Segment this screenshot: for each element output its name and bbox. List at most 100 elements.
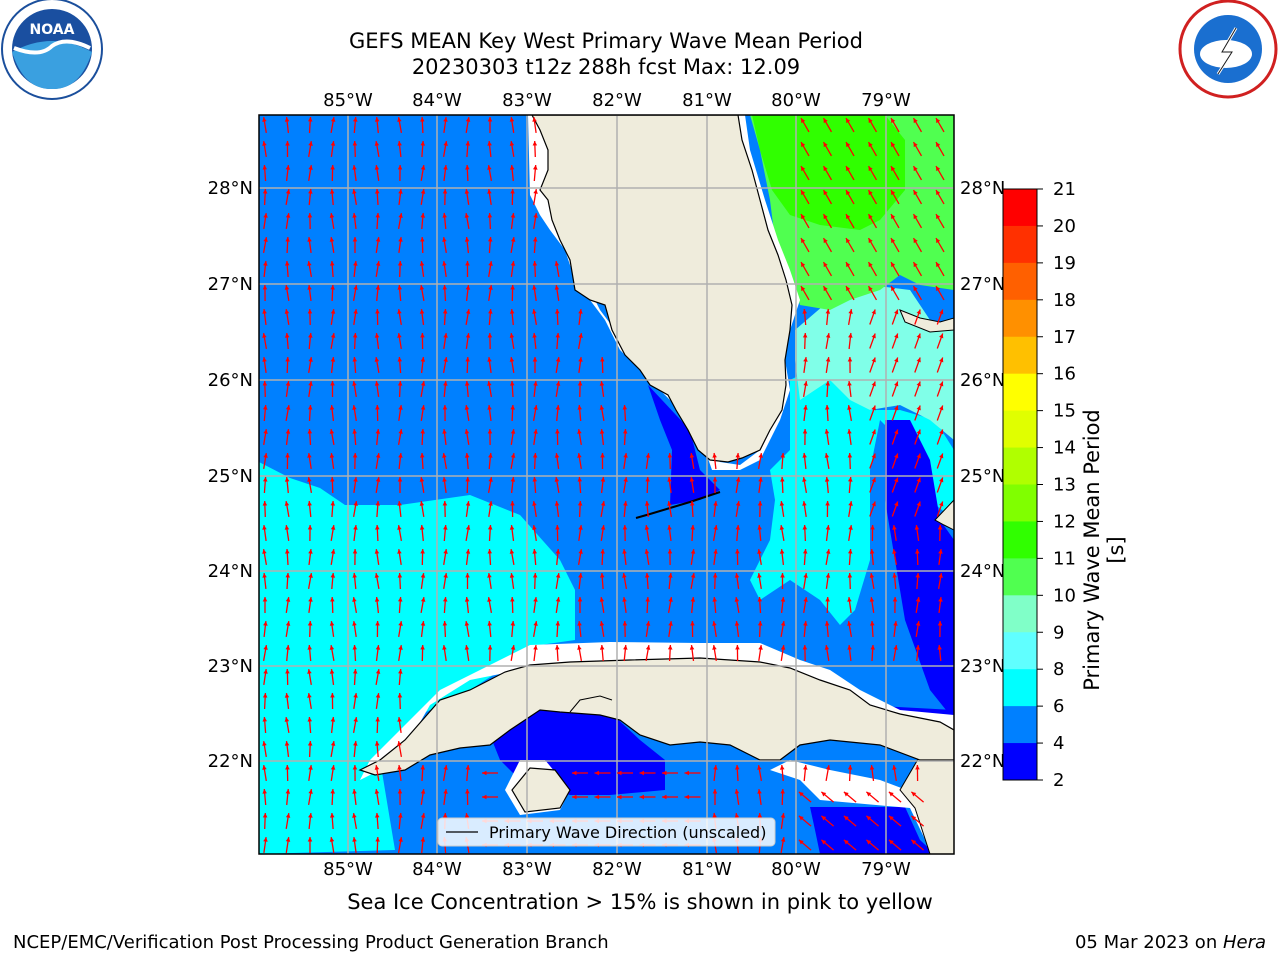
wave-arrow-head [617, 770, 622, 776]
wave-arrow-head [916, 309, 921, 315]
wave-arrow-head [735, 453, 740, 458]
wave-arrow-head [263, 477, 268, 482]
lat-label-left: 25°N [208, 466, 253, 487]
wave-arrow-head [825, 501, 830, 506]
wave-arrow-head [757, 525, 762, 530]
wave-arrow-head [263, 837, 268, 842]
wave-arrow-head [420, 765, 425, 770]
wave-arrow-head [465, 165, 470, 170]
colorbar-segment [1003, 299, 1037, 338]
wave-arrow-head [308, 813, 313, 818]
wave-arrow-head [284, 501, 290, 506]
wave-arrow-head [262, 357, 267, 362]
wave-arrow-head [329, 453, 335, 458]
wave-arrow-head [419, 525, 425, 530]
wave-arrow-head [487, 429, 493, 434]
wave-arrow-head [533, 621, 538, 626]
wave-arrow-head [509, 573, 515, 578]
colorbar-segment [1003, 669, 1037, 707]
wave-arrow-head [443, 789, 448, 794]
wave-arrow-head [780, 813, 786, 818]
wave-arrow-head [937, 645, 942, 650]
wave-arrow-head [690, 501, 695, 506]
wave-arrow-head [487, 645, 493, 650]
wave-arrow-head [263, 645, 268, 650]
wave-arrow-head [374, 741, 380, 746]
wave-arrow-head [846, 166, 851, 172]
wave-arrow-head [509, 333, 515, 338]
wave-arrow-head [644, 525, 650, 530]
wave-arrow-head [825, 765, 831, 770]
wave-arrow-head [713, 765, 718, 770]
wave-arrow-head [578, 357, 583, 362]
wave-arrow-head [894, 429, 899, 435]
lon-label-top: 82°W [592, 90, 642, 111]
sea-ice-note: Sea Ice Concentration > 15% is shown in … [347, 890, 933, 914]
wave-arrow-head [532, 333, 537, 338]
wave-arrow-head [823, 214, 828, 220]
wave-arrow-head [420, 813, 426, 818]
wave-arrow-head [353, 717, 358, 722]
wave-arrow-head [554, 453, 560, 458]
wave-arrow-head [284, 717, 290, 722]
wave-arrow-head [577, 405, 582, 410]
wave-arrow-head [375, 237, 381, 242]
wave-arrow-head [823, 238, 828, 244]
wave-arrow-head [308, 165, 313, 170]
wave-arrow-head [891, 262, 896, 268]
lon-label-bottom: 81°W [682, 859, 732, 880]
wave-arrow-head [285, 237, 290, 242]
wave-arrow-head [509, 357, 515, 362]
wave-arrow-head [330, 525, 336, 530]
wave-arrow-head [510, 237, 516, 242]
graticule [259, 115, 954, 854]
wave-arrow-head [623, 645, 628, 650]
wave-arrow-head [916, 405, 921, 411]
wave-arrow-head [442, 285, 447, 290]
wave-arrow-head [353, 285, 358, 290]
wave-arrow-head [442, 453, 447, 458]
wave-arrow-head [330, 477, 335, 482]
wave-arrow-head [847, 405, 852, 410]
wave-arrow-head [894, 357, 899, 363]
wave-arrow-head [713, 549, 718, 554]
wave-arrow-head [330, 597, 335, 602]
wave-arrow-head [936, 142, 941, 148]
wave-arrow-head [869, 549, 875, 554]
wave-arrow-head [915, 573, 920, 578]
wave-arrow-head [487, 189, 492, 194]
wave-arrow-head [262, 597, 268, 602]
wave-arrow-head [398, 645, 403, 650]
wave-arrow-head [510, 189, 515, 194]
wave-arrow-head [846, 118, 851, 124]
wave-arrow-head [825, 381, 830, 386]
wave-arrow-head [532, 357, 538, 362]
wave-arrow-head [780, 645, 786, 650]
wave-arrow-head [916, 453, 921, 459]
lon-label-bottom: 85°W [323, 859, 373, 880]
wave-arrow-head [420, 597, 426, 602]
wave-arrow-head [555, 549, 561, 554]
wave-arrow-head [578, 549, 583, 554]
wave-arrow-head [868, 190, 873, 196]
wave-arrow-head [487, 597, 492, 602]
wave-arrow-head [916, 501, 921, 507]
wave-arrow-head [353, 477, 358, 482]
wave-arrow-head [263, 429, 268, 434]
wave-arrow-head [600, 573, 605, 578]
wave-arrow-head [307, 837, 313, 842]
wave-arrow-head [308, 357, 313, 362]
wave-arrow-head [554, 285, 560, 290]
wave-arrow-head [487, 381, 492, 386]
colorbar-segment [1003, 225, 1037, 264]
wave-arrow-head [285, 141, 290, 146]
wave-arrow-head [443, 765, 448, 770]
lon-label-bottom: 84°W [412, 859, 462, 880]
wave-arrow-head [419, 261, 425, 266]
wave-arrow-head [894, 453, 899, 459]
wave-arrow-head [712, 813, 717, 818]
wave-arrow-head [398, 189, 403, 194]
wave-arrow-head [533, 645, 538, 650]
wave-arrow-head [555, 645, 560, 650]
wave-arrow-head [464, 381, 470, 386]
